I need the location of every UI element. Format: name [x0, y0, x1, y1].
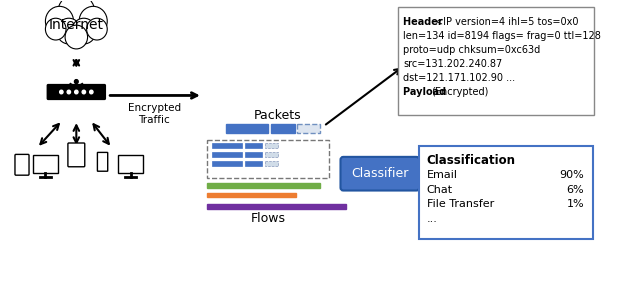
- FancyBboxPatch shape: [212, 152, 242, 157]
- Text: Payload: Payload: [403, 87, 450, 97]
- Circle shape: [74, 90, 78, 94]
- Circle shape: [90, 90, 93, 94]
- FancyBboxPatch shape: [245, 152, 262, 157]
- Text: src=131.202.240.87: src=131.202.240.87: [403, 59, 502, 69]
- Text: Email: Email: [427, 170, 458, 180]
- Text: 6%: 6%: [567, 184, 584, 194]
- Text: Packets: Packets: [254, 109, 301, 122]
- Text: Encrypted
Traffic: Encrypted Traffic: [127, 103, 181, 125]
- Circle shape: [72, 18, 96, 44]
- Text: ...: ...: [427, 214, 438, 224]
- Circle shape: [79, 6, 107, 36]
- Text: <IP version=4 ihl=5 tos=0x0: <IP version=4 ihl=5 tos=0x0: [435, 17, 579, 27]
- FancyBboxPatch shape: [265, 143, 278, 148]
- Text: dst=121.171.102.90 ...: dst=121.171.102.90 ...: [403, 73, 515, 83]
- FancyBboxPatch shape: [47, 85, 106, 100]
- Circle shape: [86, 18, 107, 40]
- Text: Internet: Internet: [49, 18, 104, 32]
- Circle shape: [74, 80, 78, 84]
- FancyBboxPatch shape: [118, 155, 143, 173]
- FancyBboxPatch shape: [298, 124, 320, 133]
- FancyBboxPatch shape: [33, 155, 58, 173]
- Text: (Encrypted): (Encrypted): [431, 87, 488, 97]
- FancyBboxPatch shape: [340, 157, 419, 190]
- Text: Classifier: Classifier: [351, 167, 408, 180]
- Text: 1%: 1%: [567, 199, 584, 209]
- Text: 90%: 90%: [559, 170, 584, 180]
- FancyBboxPatch shape: [398, 7, 595, 115]
- FancyBboxPatch shape: [207, 192, 296, 197]
- Circle shape: [65, 25, 88, 49]
- Circle shape: [58, 0, 95, 33]
- FancyBboxPatch shape: [419, 146, 593, 239]
- FancyBboxPatch shape: [245, 161, 262, 166]
- FancyBboxPatch shape: [97, 152, 107, 171]
- Circle shape: [45, 6, 74, 36]
- FancyBboxPatch shape: [207, 140, 329, 178]
- Text: len=134 id=8194 flags= frag=0 ttl=128: len=134 id=8194 flags= frag=0 ttl=128: [403, 31, 601, 41]
- FancyBboxPatch shape: [68, 143, 85, 167]
- FancyBboxPatch shape: [207, 183, 320, 188]
- Circle shape: [57, 18, 81, 44]
- FancyBboxPatch shape: [245, 143, 262, 148]
- FancyBboxPatch shape: [271, 124, 294, 133]
- Circle shape: [82, 90, 85, 94]
- Text: Chat: Chat: [427, 184, 453, 194]
- FancyBboxPatch shape: [212, 161, 242, 166]
- FancyBboxPatch shape: [265, 161, 278, 166]
- Text: Classification: Classification: [427, 154, 516, 167]
- Text: Header: Header: [403, 17, 446, 27]
- Circle shape: [60, 90, 63, 94]
- Circle shape: [67, 90, 71, 94]
- Text: File Transfer: File Transfer: [427, 199, 494, 209]
- Circle shape: [45, 18, 66, 40]
- FancyBboxPatch shape: [207, 204, 346, 209]
- Text: Flows: Flows: [251, 212, 286, 225]
- FancyBboxPatch shape: [265, 152, 278, 157]
- FancyBboxPatch shape: [212, 143, 242, 148]
- Text: proto=udp chksum=0xc63d: proto=udp chksum=0xc63d: [403, 45, 541, 55]
- FancyBboxPatch shape: [15, 154, 29, 175]
- FancyBboxPatch shape: [226, 124, 268, 133]
